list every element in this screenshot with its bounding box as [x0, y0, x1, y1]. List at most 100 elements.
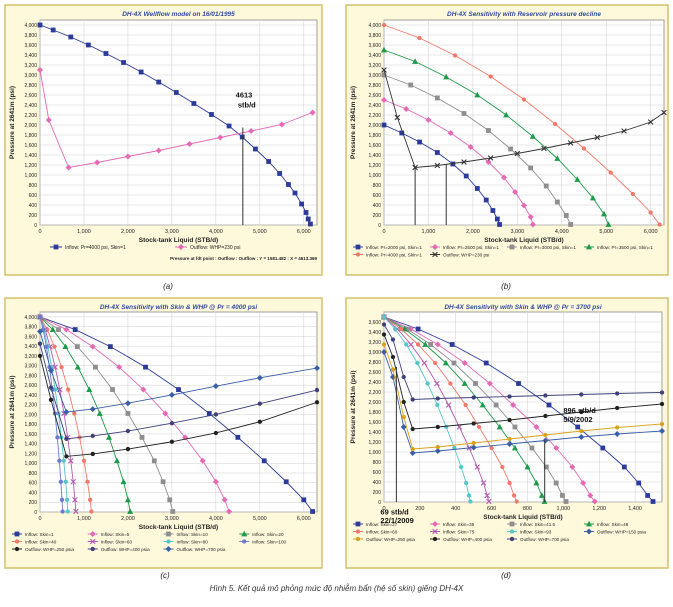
data-point [107, 344, 113, 350]
x-tick-label: 0 [382, 229, 385, 235]
y-tick-label: 800 [373, 460, 382, 466]
data-point [512, 424, 518, 430]
y-tick-label: 200 [373, 213, 382, 219]
y-tick-label: 400 [29, 490, 38, 496]
data-point [435, 402, 440, 408]
legend: Inflow: Skin=27 Inflow: Skin=35 Inflow: Sk… [353, 520, 646, 542]
data-point [463, 480, 469, 486]
data-point [399, 130, 405, 136]
y-tick-label: 3,000 [24, 364, 37, 370]
data-point [636, 480, 642, 486]
x-tick-label: 6,000 [644, 229, 658, 235]
data-point [292, 190, 298, 196]
data-point [447, 130, 454, 136]
data-point [390, 354, 396, 360]
data-point [191, 101, 197, 106]
y-tick-label: 3,400 [368, 53, 381, 59]
x-tick-label: 4,000 [209, 516, 223, 522]
legend-marker [355, 521, 361, 527]
legend-entry: Inflow: Pr=4000 psi, Skin=1 [366, 253, 422, 258]
data-point [435, 444, 440, 450]
data-point [501, 174, 507, 181]
y-tick-label: 2,600 [24, 383, 37, 389]
data-point [58, 479, 64, 484]
y-tick-label: 3,200 [368, 340, 381, 346]
data-point [434, 150, 440, 155]
y-tick-label: 3,000 [24, 73, 37, 79]
legend-entry: Inflow: Skin=41.5 [520, 522, 556, 527]
data-point [529, 445, 535, 451]
y-tick-label: 2,800 [24, 373, 37, 379]
data-point [248, 128, 255, 134]
chart-panel-2: 0 200 400 600 800 1,000 1,200 1,400 1,600 1,800 2,… [345, 4, 669, 276]
data-point [463, 402, 468, 408]
data-point [404, 342, 409, 347]
series-1 [37, 22, 313, 227]
data-point [578, 434, 585, 440]
data-point [286, 182, 291, 187]
x-tick-label: 1,400 [628, 506, 642, 512]
legend-marker [166, 539, 171, 544]
data-point [483, 360, 489, 366]
y-tick-label: 2,200 [24, 113, 37, 119]
data-point [563, 499, 569, 504]
y-tick-label: 1,000 [368, 450, 381, 456]
data-point [398, 326, 404, 332]
legend-entry: Inflow: Skin=60 [101, 540, 133, 545]
panel-label: (c) [160, 571, 170, 580]
data-point [401, 325, 408, 332]
data-point [508, 146, 514, 152]
series-5 [381, 314, 519, 504]
legend-marker [509, 244, 515, 250]
data-point [124, 400, 131, 407]
data-point [506, 441, 513, 447]
data-point [473, 381, 478, 386]
data-point [488, 74, 493, 79]
data-point [162, 410, 169, 417]
data-point [466, 493, 472, 498]
data-point [510, 402, 517, 408]
data-point [497, 222, 502, 227]
chart-title: DH-4X Sensitivity with Reservoir pressur… [447, 11, 601, 18]
y-tick-label: 3,400 [24, 344, 37, 350]
data-point [125, 411, 131, 416]
data-point [533, 479, 540, 486]
legend-marker [89, 538, 96, 545]
data-point [417, 35, 422, 41]
legend-entry: Inflow: Skin=1 [25, 532, 54, 537]
legend-entry: Inflow: Skin=48 [597, 522, 629, 527]
y-tick-label: 600 [373, 470, 382, 476]
y-tick-label: 1,800 [24, 422, 37, 428]
data-point [452, 53, 458, 58]
data-point [600, 445, 606, 451]
data-point [89, 343, 96, 350]
data-point [256, 374, 263, 381]
legend-entry: Inflow: Skin=40 [25, 540, 57, 545]
data-point [73, 508, 79, 515]
data-point [381, 22, 387, 28]
y-tick-label: 3,600 [24, 334, 37, 340]
data-point [415, 326, 421, 332]
data-point [124, 496, 131, 503]
x-tick-label: 3,000 [165, 516, 179, 522]
data-point [554, 155, 561, 161]
figure-caption: Hình 5. Kết quả mô phỏng mức độ nhiễm bẩ… [209, 584, 464, 593]
data-point [96, 410, 103, 416]
legend-entry: Inflow: Skin=93 [520, 530, 552, 535]
y-tick-label: 200 [29, 500, 38, 506]
data-point [65, 164, 72, 171]
data-point [415, 360, 420, 366]
legend-marker [242, 539, 247, 544]
data-point [528, 165, 534, 171]
x-axis-label: Stock-tank Liquid (STB/d) [139, 524, 218, 531]
y-tick-label: 0 [378, 500, 381, 506]
data-point [543, 393, 548, 398]
data-point [404, 326, 410, 332]
x-tick-label: 2,000 [121, 516, 135, 522]
data-point [209, 112, 214, 117]
chart-panel-3: 0 200 400 600 800 1,000 1,200 1,400 1,600 1,800 2,… [4, 297, 323, 569]
legend-entry: Inflow: Skin=27 [366, 522, 398, 527]
data-point [552, 121, 558, 127]
data-point [661, 109, 667, 116]
y-tick-label: 2,800 [368, 83, 381, 89]
